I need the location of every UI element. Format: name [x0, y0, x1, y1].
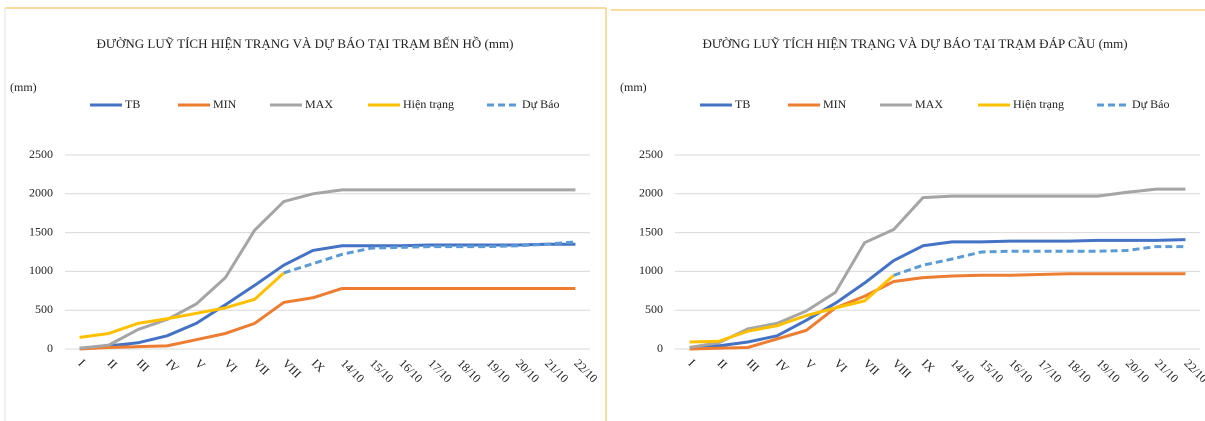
- series-line: [689, 272, 1186, 351]
- y-tick-label: 1000: [639, 263, 663, 277]
- legend-label: Dự Báo: [1132, 97, 1170, 111]
- series-line: [283, 240, 576, 275]
- series-line: [689, 187, 1186, 349]
- series-line: [79, 271, 285, 339]
- legend-label: Dự Báo: [522, 97, 560, 111]
- legend-label: Hiện trạng: [1013, 97, 1064, 111]
- y-tick-label: 1000: [29, 263, 53, 277]
- chart-title: ĐƯỜNG LUỸ TÍCH HIỆN TRẠNG VÀ DỰ BÁO TẠI …: [702, 36, 1127, 51]
- y-tick-label: 2000: [639, 186, 663, 200]
- y-tick-label: 1500: [29, 224, 53, 238]
- legend-label: TB: [735, 97, 750, 111]
- y-axis-label: (mm): [620, 80, 647, 94]
- legend-label: MAX: [305, 97, 333, 111]
- y-tick-label: 0: [657, 341, 663, 355]
- series-line: [689, 274, 895, 344]
- series-line: [79, 286, 576, 351]
- series-line: [893, 245, 1186, 277]
- y-tick-label: 2500: [29, 147, 53, 161]
- y-tick-label: 500: [645, 302, 663, 316]
- y-tick-label: 2000: [29, 186, 53, 200]
- chart-title: ĐƯỜNG LUỸ TÍCH HIỆN TRẠNG VÀ DỰ BÁO TẠI …: [97, 36, 514, 51]
- legend-label: MIN: [823, 97, 847, 111]
- y-tick-label: 500: [35, 302, 53, 316]
- legend-label: MIN: [213, 97, 237, 111]
- y-tick-label: 1500: [639, 224, 663, 238]
- y-tick-label: 0: [47, 341, 53, 355]
- legend-label: Hiện trạng: [403, 97, 454, 111]
- y-axis-label: (mm): [10, 80, 37, 94]
- y-tick-label: 2500: [639, 147, 663, 161]
- legend-label: MAX: [915, 97, 943, 111]
- legend-label: TB: [125, 97, 140, 111]
- series-line: [79, 188, 576, 350]
- series-line: [689, 238, 1186, 349]
